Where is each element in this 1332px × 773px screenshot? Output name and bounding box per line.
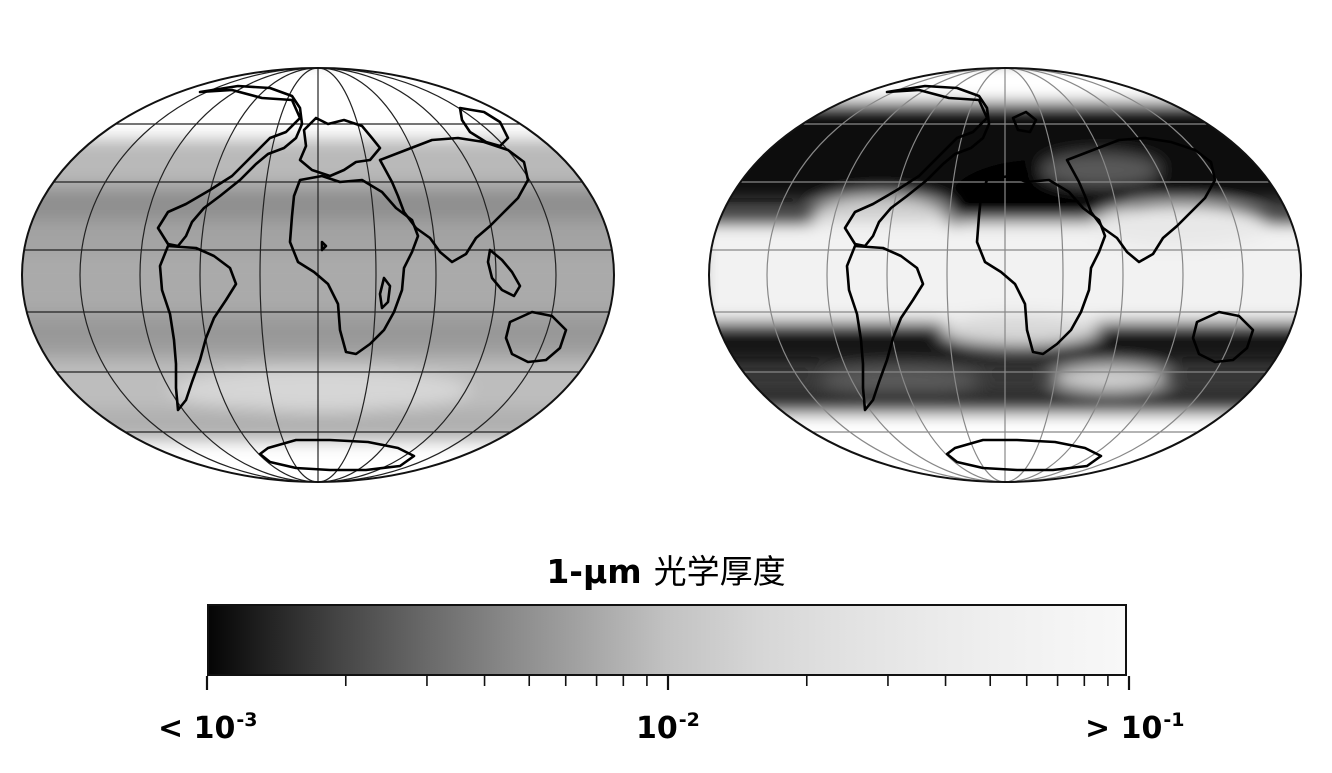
min-label-base: 10 xyxy=(193,711,236,746)
min-label-prefix: < xyxy=(158,711,194,746)
colorbar-mid-label: 10-2 xyxy=(636,700,700,749)
max-label-base: 10 xyxy=(1120,711,1163,746)
colorbar-title-cjk: 光学厚度 xyxy=(653,552,786,591)
mid-label-base: 10 xyxy=(636,711,678,746)
colorbar-ticks xyxy=(205,676,1131,690)
max-label-exponent: -1 xyxy=(1163,709,1185,731)
right-map xyxy=(708,67,1302,483)
right-coastlines xyxy=(843,84,1255,472)
left-map xyxy=(21,67,615,483)
colorbar xyxy=(207,604,1127,676)
colorbar-title: 1-µm 光学厚度 xyxy=(0,548,1332,596)
colorbar-min-label: < 10-3 xyxy=(158,700,257,749)
mid-label-exponent: -2 xyxy=(678,709,700,731)
colorbar-title-text: 1-µm xyxy=(546,552,642,591)
colorbar-max-label: > 10-1 xyxy=(1085,700,1184,749)
world-maps xyxy=(21,67,1302,483)
left-coastlines xyxy=(156,84,568,472)
min-label-exponent: -3 xyxy=(236,709,258,731)
max-label-prefix: > xyxy=(1085,711,1121,746)
